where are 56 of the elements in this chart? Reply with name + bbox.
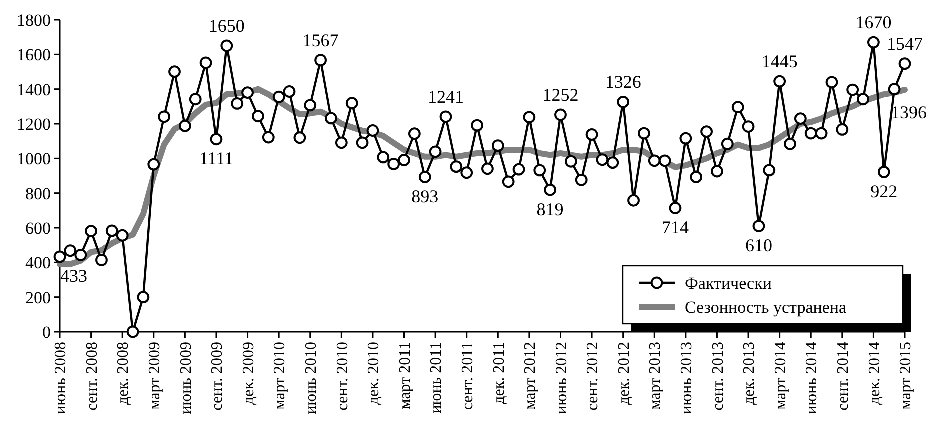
x-tick-label: июнь 2009 — [178, 342, 195, 414]
legend-label: Фактически — [685, 274, 772, 293]
x-tick-label: июнь 2013 — [678, 342, 696, 414]
data-label: 893 — [412, 186, 439, 207]
y-tick-label: 600 — [26, 218, 51, 238]
x-tick-label: сент. 2014 — [835, 342, 852, 411]
x-tick-label: дек. 2008 — [115, 342, 132, 406]
data-label: 1326 — [605, 72, 642, 92]
x-tick-label: сент. 2011 — [459, 342, 476, 410]
y-tick-label: 1000 — [17, 150, 51, 169]
x-tick-label: дек. 2013 — [741, 342, 758, 406]
x-tick-label: март 2012 — [522, 342, 540, 410]
y-tick-label: 800 — [26, 184, 51, 204]
x-tick-label: дек. 2011 — [490, 342, 508, 404]
x-tick-label: сент. 2013 — [710, 342, 727, 411]
data-label: 819 — [536, 199, 564, 220]
y-tick-label: 1200 — [17, 114, 51, 134]
x-tick-label: дек. 2012 — [616, 342, 633, 406]
data-label: 922 — [870, 181, 898, 202]
y-tick-label: 1600 — [17, 46, 51, 65]
legend-label: Сезонность устранена — [685, 298, 847, 317]
x-tick-label: март 2009 — [146, 342, 164, 410]
y-tick-label: 200 — [26, 288, 51, 308]
y-tick-label: 1800 — [17, 10, 51, 30]
x-tick-label: дек. 2014 — [866, 342, 884, 406]
x-tick-label: дек. 2009 — [240, 342, 258, 406]
x-tick-label: июнь 2010 — [302, 342, 320, 414]
data-label: 1241 — [428, 86, 464, 107]
x-tick-label: дек. 2010 — [366, 342, 383, 406]
data-label: 1252 — [542, 84, 579, 105]
y-tick-label: 0 — [42, 322, 51, 342]
data-label: 1445 — [762, 52, 798, 72]
x-tick-label: июнь 2014 — [804, 342, 821, 414]
y-tick-label: 400 — [26, 254, 51, 273]
x-tick-label: сент. 2010 — [334, 342, 352, 411]
x-tick-label: сент. 2012 — [584, 342, 602, 411]
x-tick-label: сент. 2008 — [84, 342, 101, 411]
data-label: 1396 — [891, 102, 927, 122]
x-tick-label: март 2015 — [898, 342, 915, 410]
x-tick-label: июнь 2008 — [52, 342, 70, 414]
data-label: 1670 — [856, 12, 892, 33]
data-label: 433 — [60, 266, 88, 286]
data-label: 1650 — [208, 16, 245, 36]
x-tick-label: июнь 2012 — [553, 342, 570, 414]
x-tick-label: март 2013 — [647, 342, 664, 410]
x-tick-label: март 2014 — [772, 342, 790, 410]
data-label: 1547 — [887, 34, 923, 54]
x-tick-label: март 2011 — [396, 342, 414, 410]
x-tick-label: сент. 2009 — [209, 342, 226, 411]
data-label: 610 — [745, 236, 772, 256]
x-tick-label: март 2010 — [272, 342, 289, 410]
y-tick-label: 1400 — [17, 80, 51, 100]
x-tick-label: июнь 2011 — [428, 342, 446, 414]
data-label: 1567 — [302, 30, 339, 50]
data-label: 1111 — [199, 148, 234, 169]
data-label: 714 — [662, 218, 689, 238]
